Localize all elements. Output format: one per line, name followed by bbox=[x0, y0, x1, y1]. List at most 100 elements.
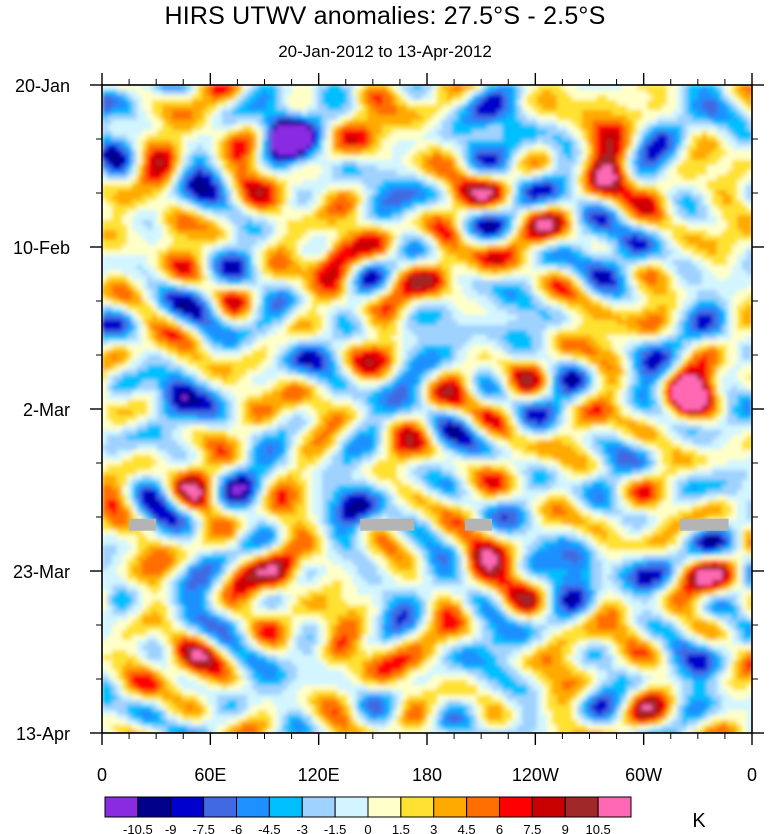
field-cell bbox=[502, 95, 508, 101]
field-cell bbox=[542, 105, 548, 111]
field-cell bbox=[477, 145, 483, 151]
field-cell bbox=[142, 100, 148, 106]
field-cell bbox=[622, 110, 628, 116]
field-cell bbox=[542, 100, 548, 106]
field-cell bbox=[612, 135, 618, 141]
field-cell bbox=[502, 135, 508, 141]
field-cell bbox=[427, 95, 433, 101]
field-cell bbox=[727, 85, 733, 91]
field-cell bbox=[537, 140, 543, 146]
field-cell bbox=[662, 155, 668, 161]
field-cell bbox=[517, 100, 523, 106]
field-cell bbox=[662, 145, 668, 151]
field-cell bbox=[727, 95, 733, 101]
field-cell bbox=[282, 100, 288, 106]
field-cell bbox=[607, 110, 613, 116]
field-cell bbox=[387, 110, 393, 116]
field-cell bbox=[547, 120, 553, 126]
field-cell bbox=[112, 100, 118, 106]
field-cell bbox=[317, 130, 323, 136]
field-cell bbox=[492, 135, 498, 141]
field-cell bbox=[267, 125, 273, 131]
field-cell bbox=[162, 125, 168, 131]
field-cell bbox=[177, 125, 183, 131]
field-cell bbox=[177, 85, 183, 91]
field-cell bbox=[482, 150, 488, 156]
field-cell bbox=[627, 120, 633, 126]
field-cell bbox=[417, 155, 423, 161]
field-cell bbox=[367, 155, 373, 161]
field-cell bbox=[717, 150, 723, 156]
field-cell bbox=[277, 145, 283, 151]
field-cell bbox=[182, 130, 188, 136]
field-cell bbox=[612, 130, 618, 136]
field-cell bbox=[107, 125, 113, 131]
field-cell bbox=[282, 90, 288, 96]
field-cell bbox=[597, 100, 603, 106]
field-cell bbox=[507, 95, 513, 101]
field-cell bbox=[722, 110, 728, 116]
field-cell bbox=[122, 95, 128, 101]
field-cell bbox=[412, 105, 418, 111]
field-cell bbox=[172, 140, 178, 146]
field-cell bbox=[352, 90, 358, 96]
field-cell bbox=[332, 115, 338, 121]
field-cell bbox=[132, 135, 138, 141]
field-cell bbox=[202, 95, 208, 101]
field-cell bbox=[507, 130, 513, 136]
field-cell bbox=[372, 115, 378, 121]
field-cell bbox=[547, 95, 553, 101]
field-cell bbox=[627, 140, 633, 146]
field-cell bbox=[222, 150, 228, 156]
field-cell bbox=[522, 105, 528, 111]
field-cell bbox=[687, 90, 693, 96]
field-cell bbox=[727, 145, 733, 151]
field-cell bbox=[417, 125, 423, 131]
field-cell bbox=[727, 155, 733, 161]
field-cell bbox=[712, 120, 718, 126]
field-cell bbox=[237, 120, 243, 126]
field-cell bbox=[502, 125, 508, 131]
field-cell bbox=[217, 105, 223, 111]
field-cell bbox=[197, 130, 203, 136]
field-cell bbox=[297, 115, 303, 121]
field-cell bbox=[197, 135, 203, 141]
field-cell bbox=[112, 140, 118, 146]
field-cell bbox=[467, 95, 473, 101]
field-cell bbox=[322, 85, 328, 91]
field-cell bbox=[617, 130, 623, 136]
field-cell bbox=[462, 95, 468, 101]
field-cell bbox=[202, 155, 208, 161]
field-cell bbox=[472, 135, 478, 141]
field-cell bbox=[552, 95, 558, 101]
field-cell bbox=[707, 100, 713, 106]
field-cell bbox=[487, 155, 493, 161]
field-cell bbox=[602, 150, 608, 156]
field-cell bbox=[447, 155, 453, 161]
field-cell bbox=[287, 105, 293, 111]
field-cell bbox=[112, 160, 118, 166]
field-cell bbox=[437, 95, 443, 101]
field-cell bbox=[257, 100, 263, 106]
field-cell bbox=[667, 125, 673, 131]
field-cell bbox=[482, 120, 488, 126]
field-cell bbox=[327, 135, 333, 141]
field-cell bbox=[402, 145, 408, 151]
field-cell bbox=[427, 145, 433, 151]
field-cell bbox=[377, 115, 383, 121]
field-cell bbox=[342, 85, 348, 91]
field-cell bbox=[372, 135, 378, 141]
field-cell bbox=[507, 115, 513, 121]
field-cell bbox=[207, 140, 213, 146]
field-cell bbox=[547, 155, 553, 161]
field-cell bbox=[347, 110, 353, 116]
field-cell bbox=[527, 130, 533, 136]
field-cell bbox=[692, 140, 698, 146]
field-cell bbox=[272, 85, 278, 91]
field-cell bbox=[337, 85, 343, 91]
field-cell bbox=[317, 155, 323, 161]
field-cell bbox=[182, 95, 188, 101]
field-cell bbox=[742, 150, 748, 156]
field-cell bbox=[227, 135, 233, 141]
field-cell bbox=[127, 90, 133, 96]
